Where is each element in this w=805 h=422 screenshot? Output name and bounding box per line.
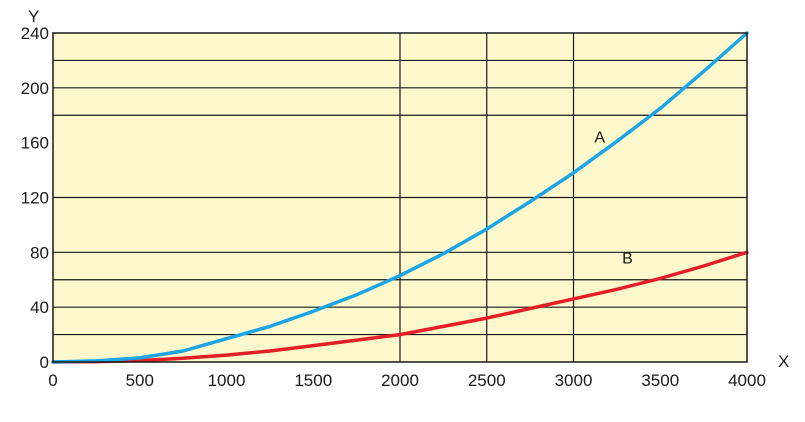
y-tick-label: 0 <box>40 353 49 372</box>
x-tick-labels: 0 500 1000 1500 2000 2500 3000 3500 4000 <box>48 371 766 390</box>
annotations: AB <box>594 130 632 268</box>
plot-frame <box>52 32 748 363</box>
series-label-B: B <box>622 250 633 267</box>
y-tick-label: 160 <box>21 134 49 153</box>
y-tick-label: 200 <box>21 79 49 98</box>
x-tick-label: 1500 <box>294 371 332 390</box>
y-tick-labels: 0 40 80 120 160 200 240 <box>21 24 49 372</box>
y-tick-label: 240 <box>21 24 49 43</box>
x-tick-label: 2500 <box>468 371 506 390</box>
x-axis-label: X <box>778 352 789 371</box>
x-tick-label: 3500 <box>641 371 679 390</box>
x-tick-label: 0 <box>48 371 57 390</box>
series-lines <box>51 31 749 364</box>
gridlines <box>53 33 747 362</box>
x-tick-label: 500 <box>126 371 154 390</box>
x-tick-label: 3000 <box>555 371 593 390</box>
y-tick-label: 120 <box>21 189 49 208</box>
series-line-B <box>51 250 749 364</box>
x-tick-label: 1000 <box>208 371 246 390</box>
series-line-A <box>51 31 749 364</box>
y-tick-label: 40 <box>30 298 49 317</box>
x-tick-label: 4000 <box>728 371 766 390</box>
series-label-A: A <box>594 130 605 147</box>
x-tick-label: 2000 <box>381 371 419 390</box>
y-tick-label: 80 <box>30 243 49 262</box>
y-axis-label: Y <box>28 7 39 26</box>
